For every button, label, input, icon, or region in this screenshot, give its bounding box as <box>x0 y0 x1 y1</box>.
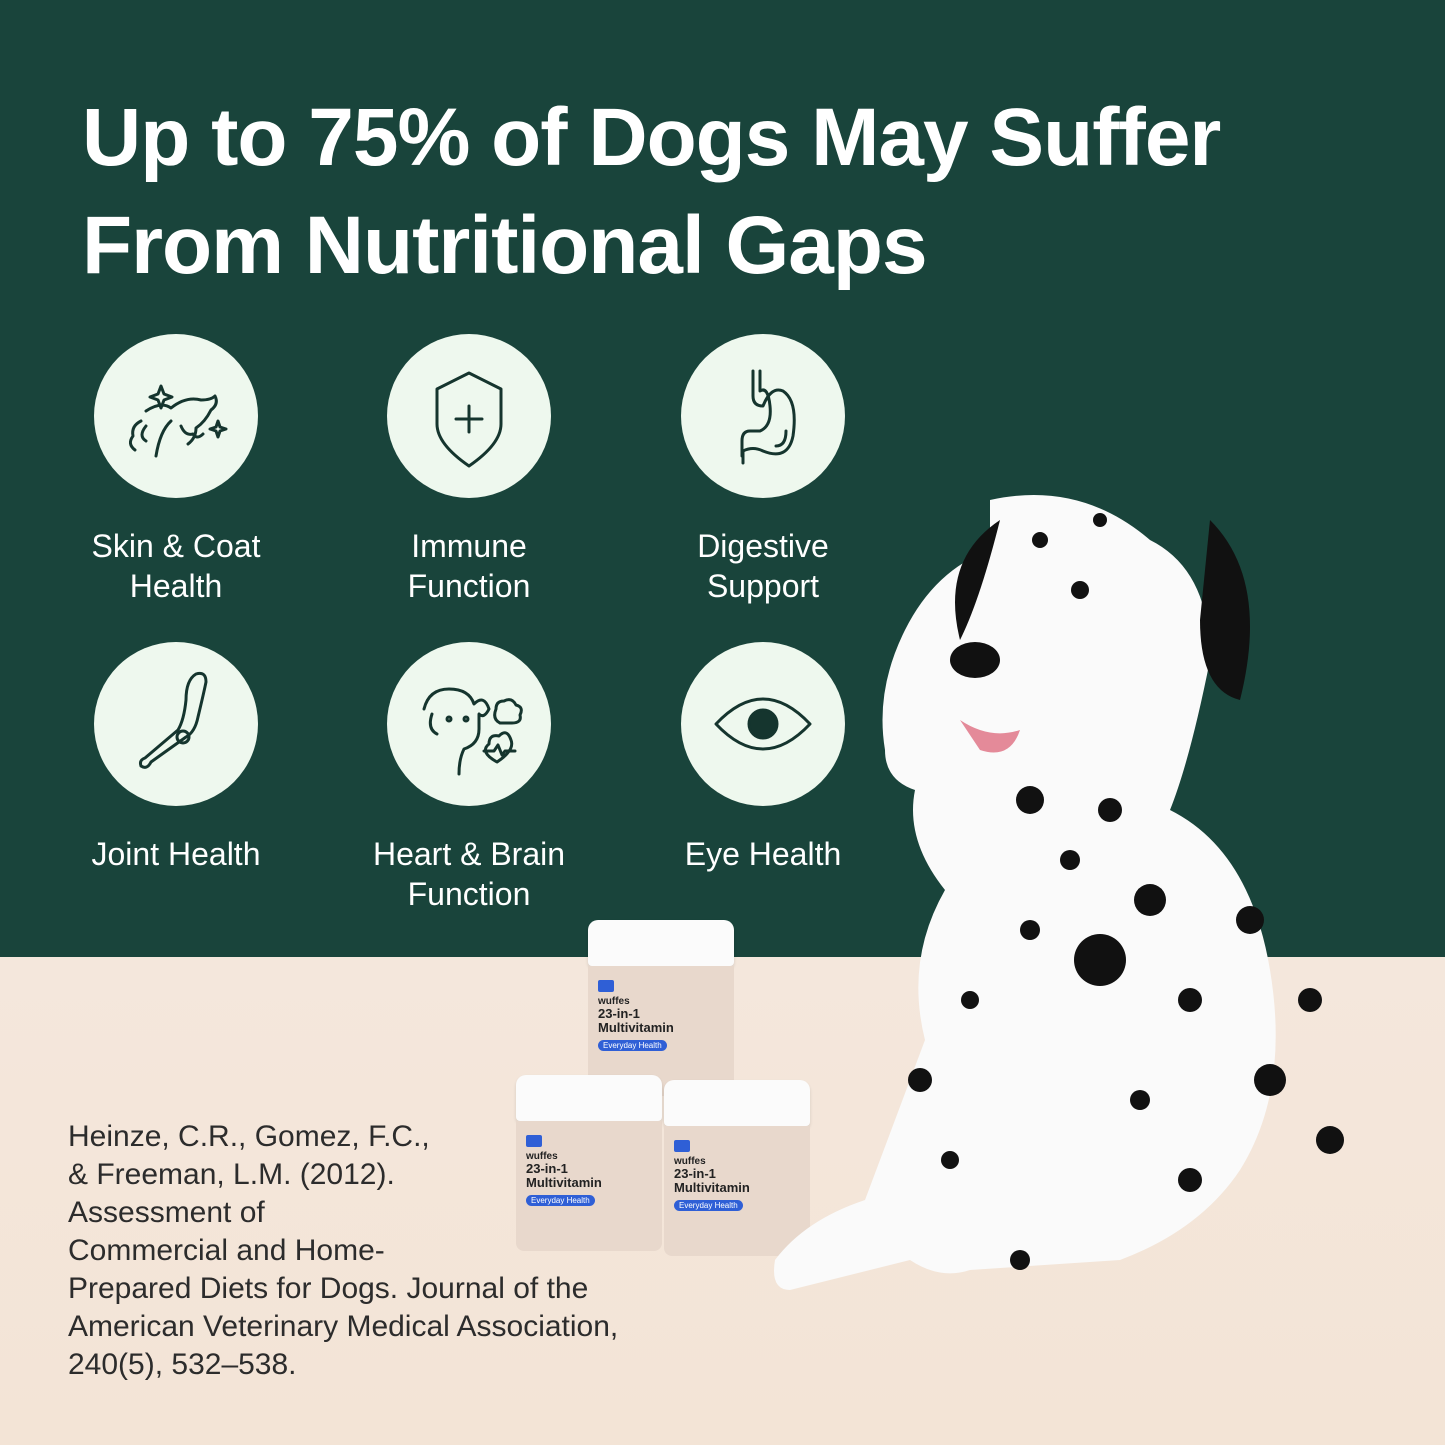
citation-line: Assessment of <box>68 1196 265 1229</box>
jar-name: 23-in-1 <box>598 1006 640 1021</box>
benefit-label: Support <box>706 568 820 604</box>
jar-brand: wuffes <box>526 1151 558 1162</box>
citation-line: Commercial and Home- <box>68 1234 385 1267</box>
benefit-label: Joint Health <box>91 836 261 872</box>
brand-logo <box>674 1140 690 1152</box>
dalmatian-photo <box>774 495 1344 1290</box>
brand-logo <box>526 1135 542 1147</box>
jar-name: 23-in-1 <box>674 1166 716 1181</box>
jar-name: Multivitamin <box>598 1020 674 1035</box>
product-jar: wuffes 23-in-1 Multivitamin Everyday Health <box>588 920 734 1096</box>
benefit-label: Function <box>407 876 531 912</box>
benefit-label: Health <box>129 568 223 604</box>
benefit-label: Skin & Coat <box>91 528 261 564</box>
benefit-immune: Immune Function <box>339 334 599 606</box>
benefit-label: Immune <box>411 528 527 564</box>
jar-name: 23-in-1 <box>526 1161 568 1176</box>
benefit-label: Function <box>407 568 531 604</box>
citation-line: American Veterinary Medical Association, <box>68 1310 619 1343</box>
eye-icon <box>681 642 845 806</box>
brand-logo <box>598 980 614 992</box>
headline-line-1: Up to 75% of Dogs May Suffer <box>82 92 1221 183</box>
stomach-icon <box>681 334 845 498</box>
headline-line-2: From Nutritional Gaps <box>82 200 928 291</box>
jar-brand: wuffes <box>598 996 630 1007</box>
benefit-label: Heart & Brain <box>372 836 566 872</box>
jar-brand: wuffes <box>674 1156 706 1167</box>
headline: Up to 75% of Dogs May Suffer From Nutrit… <box>82 84 1221 300</box>
benefit-joint: Joint Health <box>46 642 306 874</box>
citation: Heinze, C.R., Gomez, F.C., & Freeman, L.… <box>68 1118 708 1384</box>
product-jar: wuffes 23-in-1 Multivitamin Everyday Health <box>516 1075 662 1251</box>
jar-tag: Everyday Health <box>598 1040 667 1051</box>
product-jar: wuffes 23-in-1 Multivitamin Everyday Health <box>664 1080 810 1256</box>
benefit-skin-coat: Skin & Coat Health <box>46 334 306 606</box>
shield-plus-icon <box>387 334 551 498</box>
jar-name: Multivitamin <box>674 1180 750 1195</box>
citation-line: 240(5), 532–538. <box>68 1348 297 1381</box>
bone-joint-icon <box>94 642 258 806</box>
dog-heart-brain-icon <box>387 642 551 806</box>
jar-name: Multivitamin <box>526 1175 602 1190</box>
jar-tag: Everyday Health <box>526 1195 595 1206</box>
benefit-label: Eye Health <box>684 836 842 872</box>
benefit-heart-brain: Heart & Brain Function <box>339 642 599 914</box>
benefit-digestive: Digestive Support <box>633 334 893 606</box>
dog-sparkle-icon <box>94 334 258 498</box>
benefit-label: Digestive <box>697 528 829 564</box>
benefit-eye: Eye Health <box>633 642 893 874</box>
citation-line: & Freeman, L.M. (2012). <box>68 1158 395 1191</box>
citation-line: Prepared Diets for Dogs. Journal of the <box>68 1272 589 1305</box>
jar-tag: Everyday Health <box>674 1200 743 1211</box>
citation-line: Heinze, C.R., Gomez, F.C., <box>68 1120 430 1153</box>
